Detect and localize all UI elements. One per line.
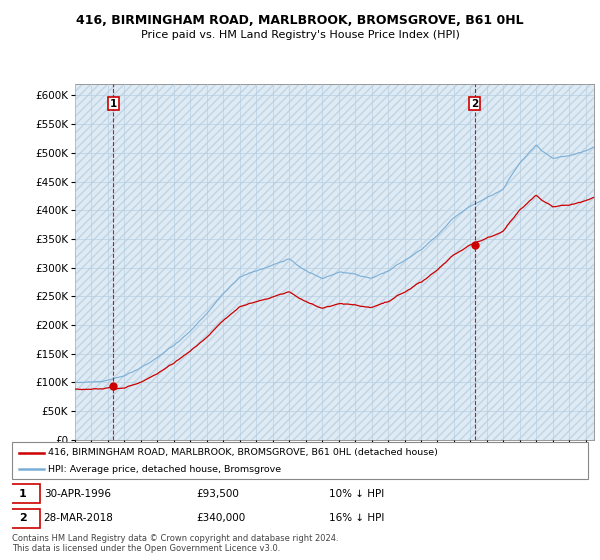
Text: 2: 2 <box>471 99 478 109</box>
Text: 1: 1 <box>110 99 117 109</box>
Text: 2: 2 <box>19 514 27 524</box>
FancyBboxPatch shape <box>12 442 588 479</box>
Text: 28-MAR-2018: 28-MAR-2018 <box>44 514 113 524</box>
Text: 30-APR-1996: 30-APR-1996 <box>44 489 110 499</box>
Text: 1: 1 <box>19 489 27 499</box>
Text: 16% ↓ HPI: 16% ↓ HPI <box>329 514 384 524</box>
Text: 10% ↓ HPI: 10% ↓ HPI <box>329 489 384 499</box>
Text: HPI: Average price, detached house, Bromsgrove: HPI: Average price, detached house, Brom… <box>48 465 281 474</box>
Text: 416, BIRMINGHAM ROAD, MARLBROOK, BROMSGROVE, B61 0HL: 416, BIRMINGHAM ROAD, MARLBROOK, BROMSGR… <box>76 14 524 27</box>
Text: Price paid vs. HM Land Registry's House Price Index (HPI): Price paid vs. HM Land Registry's House … <box>140 30 460 40</box>
Text: 416, BIRMINGHAM ROAD, MARLBROOK, BROMSGROVE, B61 0HL (detached house): 416, BIRMINGHAM ROAD, MARLBROOK, BROMSGR… <box>48 448 437 457</box>
Text: Contains HM Land Registry data © Crown copyright and database right 2024.
This d: Contains HM Land Registry data © Crown c… <box>12 534 338 553</box>
Text: £340,000: £340,000 <box>196 514 245 524</box>
FancyBboxPatch shape <box>6 484 40 503</box>
FancyBboxPatch shape <box>6 509 40 528</box>
Text: £93,500: £93,500 <box>196 489 239 499</box>
